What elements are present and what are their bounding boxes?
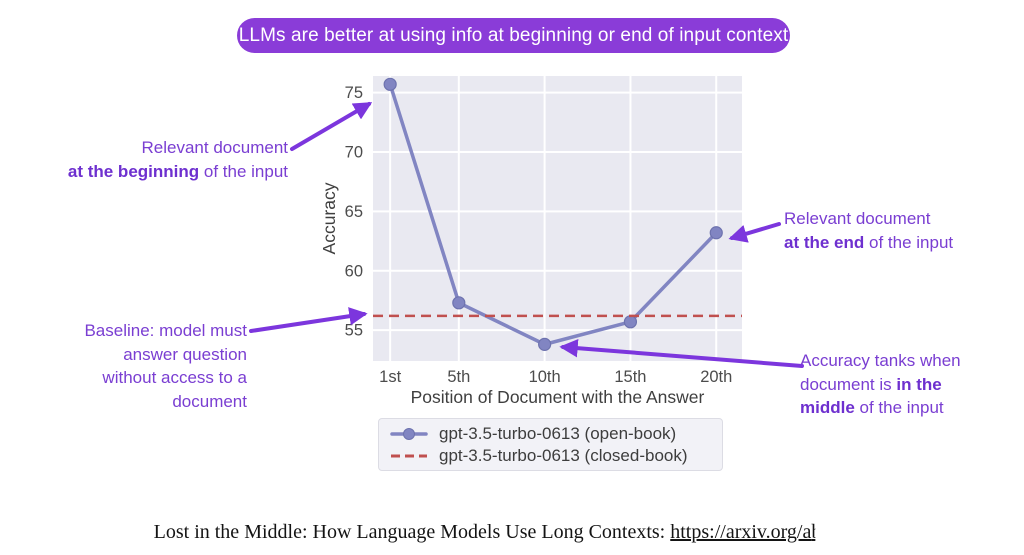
legend-label-closed-book: gpt-3.5-turbo-0613 (closed-book) [439,445,688,465]
plot-area [373,76,742,361]
annotation-end-line2: at the end of the input [784,232,954,252]
y-tick-label: 75 [345,84,363,102]
data-point-marker [452,296,466,310]
citation-link[interactable]: https://arxiv.org/ab [670,521,822,543]
annotation-baseline-line3: without access to a [102,368,247,387]
annotation-middle-line3: middle of the input [800,398,944,417]
legend-item-open-book: gpt-3.5-turbo-0613 (open-book) [389,423,712,444]
annotation-middle-line1: Accuracy tanks when [800,351,961,370]
annotation-end-line1: Relevant document [784,209,931,228]
y-tick-label: 70 [345,144,363,162]
citation: Lost in the Middle: How Language Models … [0,521,975,544]
y-tick-label: 65 [345,203,363,221]
data-point-marker [623,315,638,329]
x-tick-label: 1st [379,368,401,386]
annotation-baseline-line4: document [172,391,247,411]
annotation-middle-line2: document is in the [800,374,942,394]
x-tick-label: 5th [447,368,470,386]
y-axis-title: Accuracy [320,182,339,254]
x-axis-title: Position of Document with the Answer [411,387,705,407]
annotation-beginning-line2: at the beginning of the input [67,161,288,181]
legend-item-closed-book: gpt-3.5-turbo-0613 (closed-book) [389,445,712,466]
data-point-marker [538,337,552,351]
citation-text: Lost in the Middle: How Language Models … [153,521,671,543]
annotation-middle: Accuracy tanks when document is in the m… [800,349,1020,420]
annotation-beginning-line1: Relevant document [141,138,288,157]
x-tick-label: 20th [700,368,732,386]
annotation-baseline-line1: Baseline: model must [84,321,247,340]
x-tick-label: 15th [614,368,646,386]
chart-legend: gpt-3.5-turbo-0613 (open-book) gpt-3.5-t… [378,418,723,471]
annotation-baseline-line2: answer question [123,344,247,364]
annotation-baseline: Baseline: model must answer question wit… [55,319,247,413]
open-book-legend-line-icon [390,427,428,440]
data-point-marker [709,226,723,240]
legend-label-open-book: gpt-3.5-turbo-0613 (open-book) [439,423,677,443]
annotation-beginning: Relevant document at the beginning of th… [58,136,288,183]
accuracy-line-chart: 55 60 65 70 75 1st 5th 10th 15th 20th Accuracy Posi… [320,76,742,407]
annotation-end: Relevant document at the end of the inpu… [784,207,1016,254]
y-tick-label: 55 [345,322,363,340]
closed-book-legend-dash-icon [391,454,427,457]
citation-link-clipped-char: b [811,521,822,543]
y-tick-label: 60 [345,262,363,280]
title-banner: LLMs are better at using info at beginni… [237,18,790,53]
x-tick-label: 10th [529,368,561,386]
title-banner-text: LLMs are better at using info at beginni… [238,24,789,46]
data-point-marker [383,77,397,91]
